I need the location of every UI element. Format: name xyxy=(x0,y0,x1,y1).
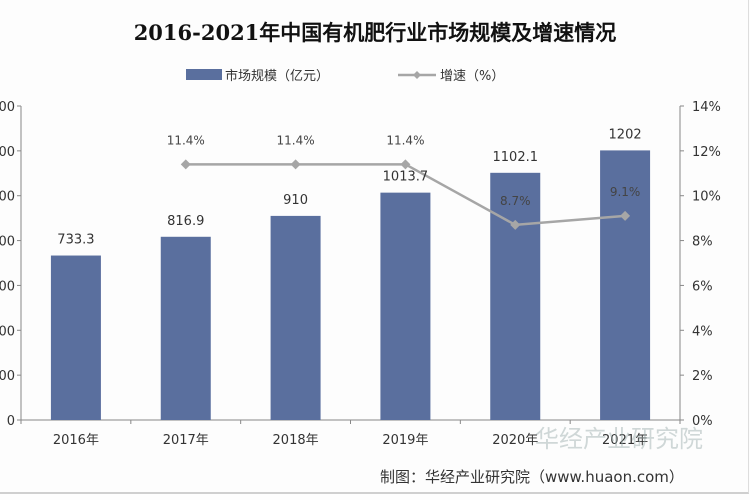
right-tick-label: 12% xyxy=(692,145,721,160)
right-tick-label: 4% xyxy=(692,324,713,339)
growth-point xyxy=(400,159,411,170)
bar xyxy=(600,150,651,420)
growth-label: 9.1% xyxy=(610,185,641,199)
right-tick-label: 6% xyxy=(692,279,713,294)
legend-line-label: 增速（%） xyxy=(440,69,504,84)
bar-label: 816.9 xyxy=(167,214,204,229)
bar-label: 1202 xyxy=(609,127,642,142)
left-tick-label: 1400 xyxy=(0,100,15,115)
growth-point xyxy=(620,210,631,221)
left-tick-label: 1000 xyxy=(0,190,15,205)
left-tick-label: 800 xyxy=(0,235,15,250)
right-tick-label: 2% xyxy=(692,369,713,384)
growth-label: 11.4% xyxy=(167,133,205,147)
legend-bar-label: 市场规模（亿元） xyxy=(225,68,329,84)
right-tick-label: 0% xyxy=(692,414,713,429)
source-note: 制图：华经产业研究院（www.huaon.com） xyxy=(380,468,684,486)
x-tick-label: 2016年 xyxy=(53,433,99,448)
right-tick-label: 14% xyxy=(692,100,721,115)
x-tick-label: 2021年 xyxy=(602,433,648,448)
bar-label: 1013.7 xyxy=(383,170,429,185)
right-tick-label: 8% xyxy=(692,235,713,250)
growth-label: 11.4% xyxy=(386,133,424,147)
growth-point xyxy=(290,159,301,170)
growth-point xyxy=(510,219,521,230)
bar xyxy=(50,255,101,420)
bar xyxy=(270,215,321,420)
left-tick-label: 400 xyxy=(0,324,15,339)
x-tick-label: 2020年 xyxy=(492,433,538,448)
legend-bar-swatch xyxy=(186,69,222,80)
left-tick-label: 0 xyxy=(7,414,15,429)
bar xyxy=(380,192,431,420)
bar xyxy=(160,236,211,420)
x-tick-label: 2018年 xyxy=(273,433,319,448)
growth-point xyxy=(180,159,191,170)
x-tick-label: 2019年 xyxy=(382,433,428,448)
growth-label: 11.4% xyxy=(277,133,315,147)
left-tick-label: 600 xyxy=(0,279,15,294)
watermark: 华经产业研究院 xyxy=(535,425,703,453)
chart-title: 2016-2021年中国有机肥行业市场规模及增速情况 xyxy=(134,20,617,45)
bar-label: 1102.1 xyxy=(493,150,539,165)
left-tick-label: 1200 xyxy=(0,145,15,160)
bar-label: 733.3 xyxy=(57,233,94,248)
bar xyxy=(490,172,541,420)
legend: 市场规模（亿元） 增速（%） xyxy=(186,68,504,84)
growth-label: 8.7% xyxy=(500,194,531,208)
left-tick-label: 200 xyxy=(0,369,15,384)
legend-line-marker xyxy=(413,71,421,79)
x-tick-label: 2017年 xyxy=(163,433,209,448)
right-tick-label: 10% xyxy=(692,190,721,205)
bar-label: 910 xyxy=(283,193,308,208)
